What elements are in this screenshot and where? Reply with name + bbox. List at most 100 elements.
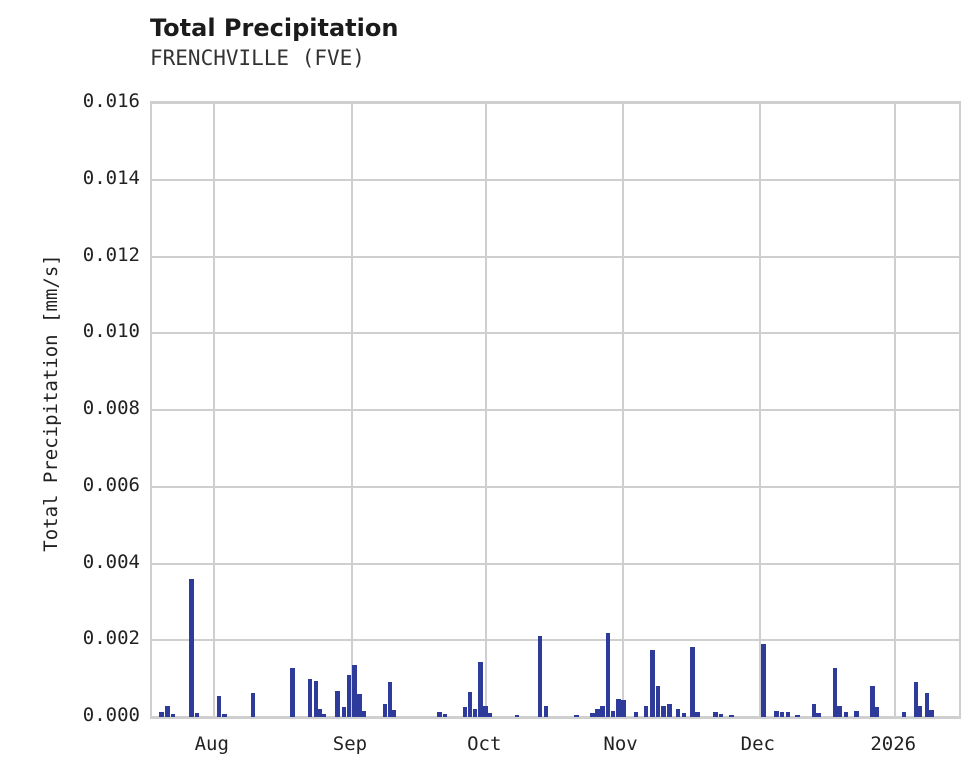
bar <box>595 708 600 717</box>
y-tick-label: 0.002 <box>82 627 140 650</box>
bar <box>543 705 549 717</box>
bar <box>655 685 661 717</box>
bar <box>929 710 934 717</box>
bar <box>442 713 448 717</box>
y-tick-label: 0.008 <box>82 397 140 419</box>
bar <box>467 692 473 717</box>
chart-subtitle: FRENCHVILLE (FVE) <box>150 46 365 70</box>
gridline-vertical <box>758 103 761 717</box>
bar <box>216 695 222 717</box>
gridline-vertical <box>350 103 353 717</box>
y-tick-label: 0.004 <box>82 550 140 573</box>
bar <box>681 713 687 717</box>
bar <box>795 714 800 717</box>
y-axis-tick-labels: 0.000 0.002 0.004 0.006 0.008 0.010 0.012 0.014… <box>0 0 140 780</box>
gridline-horizontal <box>152 103 959 104</box>
bar <box>250 692 256 717</box>
bar <box>780 712 785 717</box>
bar <box>170 713 176 717</box>
bar <box>667 703 672 717</box>
bar <box>729 714 734 717</box>
bar <box>387 681 393 717</box>
x-tick-label: Nov <box>603 733 638 755</box>
bar <box>843 712 849 717</box>
bar <box>924 693 929 717</box>
bar <box>159 712 164 717</box>
bar <box>391 710 397 717</box>
gridline-horizontal <box>152 639 959 642</box>
gridline-vertical <box>894 103 897 717</box>
y-tick-label: 0.012 <box>82 243 140 266</box>
bar <box>222 713 227 717</box>
bar <box>610 710 615 717</box>
bar <box>352 665 357 717</box>
y-tick-label: 0.014 <box>82 166 140 189</box>
y-tick-label: 0.010 <box>82 320 140 343</box>
bar <box>914 682 919 717</box>
bar <box>478 662 483 717</box>
y-tick-label: 0.016 <box>82 90 140 112</box>
bar <box>901 712 907 717</box>
bar <box>194 713 200 717</box>
bar <box>713 712 718 717</box>
bar <box>189 578 194 717</box>
bar <box>690 647 695 717</box>
bar <box>321 713 327 717</box>
bar <box>643 705 649 717</box>
plot-inner <box>152 103 959 717</box>
title-block: Total Precipitation FRENCHVILLE (FVE) <box>150 14 850 71</box>
bar <box>361 710 366 717</box>
y-tick-label: 0.006 <box>82 473 140 496</box>
bar <box>854 711 859 717</box>
plot-area <box>150 101 961 719</box>
bar <box>918 705 923 717</box>
bar <box>341 707 347 717</box>
bar <box>621 699 626 717</box>
bar <box>383 703 388 717</box>
gridline-vertical <box>485 103 488 717</box>
bar <box>874 707 879 717</box>
bar <box>616 698 621 717</box>
bar <box>537 636 543 717</box>
bar <box>346 674 352 717</box>
bar <box>487 713 493 717</box>
bar <box>437 712 442 717</box>
bar <box>661 706 666 717</box>
bar <box>357 693 362 717</box>
bar <box>832 667 837 717</box>
bar <box>165 705 170 717</box>
bar <box>307 678 313 717</box>
gridline-horizontal <box>152 178 959 181</box>
bar <box>816 713 821 717</box>
gridline-horizontal <box>152 485 959 488</box>
bar <box>590 713 595 717</box>
page-title: Total Precipitation <box>150 14 399 42</box>
bar <box>313 680 319 717</box>
bar <box>650 649 655 717</box>
bar <box>811 703 816 717</box>
bar <box>605 633 611 717</box>
gridline-vertical <box>212 103 215 717</box>
bar <box>483 705 488 717</box>
x-tick-label: Sep <box>332 733 368 755</box>
gridline-horizontal <box>152 409 959 411</box>
gridline-horizontal <box>152 716 959 717</box>
gridline-horizontal <box>152 255 959 258</box>
y-tick-label: 0.000 <box>82 704 140 726</box>
bar <box>290 667 295 717</box>
bar <box>600 706 605 717</box>
bar <box>335 690 340 717</box>
bar <box>718 713 724 717</box>
gridline-horizontal <box>152 332 959 335</box>
x-tick-label: Aug <box>194 733 229 755</box>
bar <box>574 714 579 717</box>
gridline-vertical <box>621 103 624 717</box>
bar <box>695 712 700 717</box>
bar <box>514 714 519 717</box>
bar <box>774 711 779 717</box>
bar <box>675 708 681 717</box>
x-tick-label: Oct <box>467 733 502 755</box>
bar <box>462 707 468 717</box>
